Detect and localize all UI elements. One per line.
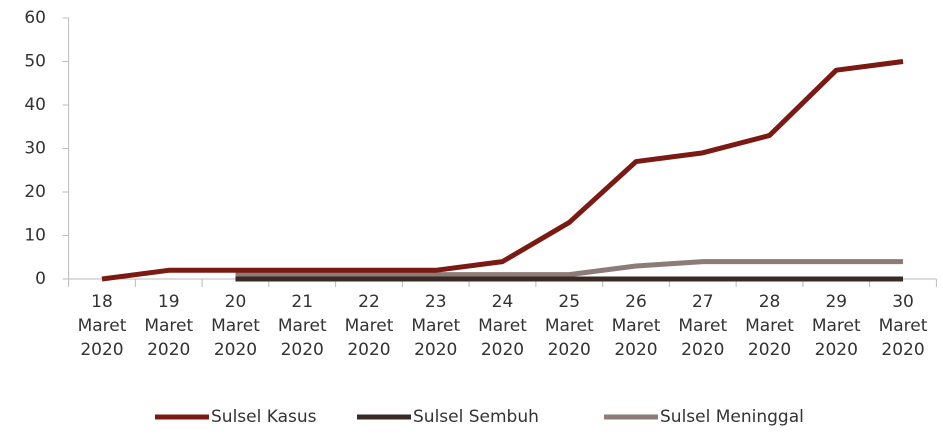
x-tick-label-line: Maret bbox=[345, 316, 394, 336]
x-tick-label-line: 20 bbox=[225, 292, 247, 312]
x-tick-label: 19 Maret 2020 bbox=[144, 292, 193, 360]
x-tick-label-line: Maret bbox=[745, 316, 794, 336]
x-tick-label-line: Maret bbox=[211, 316, 260, 336]
x-tick-label-line: Maret bbox=[545, 316, 594, 336]
x-tick-label-line: 2020 bbox=[748, 340, 791, 360]
x-tick-label: 27 Maret 2020 bbox=[678, 292, 727, 360]
x-tick-label-line: Maret bbox=[478, 316, 527, 336]
x-tick-label-line: 2020 bbox=[614, 340, 657, 360]
x-tick-label: 28 Maret 2020 bbox=[745, 292, 794, 360]
y-tick-label: 30 bbox=[24, 139, 46, 159]
x-tick-label-line: 27 bbox=[692, 292, 714, 312]
x-tick-label-line: 2020 bbox=[548, 340, 591, 360]
x-tick-label-line: 2020 bbox=[815, 340, 858, 360]
x-tick-label-line: 19 bbox=[158, 292, 180, 312]
x-tick-label-line: 24 bbox=[492, 292, 514, 312]
y-tick-label: 40 bbox=[24, 95, 46, 115]
x-tick-label-line: 2020 bbox=[281, 340, 324, 360]
x-tick-label: 23 Maret 2020 bbox=[411, 292, 460, 360]
x-tick-label-line: Maret bbox=[144, 316, 193, 336]
legend-label: Sulsel Kasus bbox=[211, 407, 317, 427]
x-tick-label-line: 28 bbox=[759, 292, 781, 312]
y-tick-label: 10 bbox=[24, 226, 46, 246]
x-tick-label-line: 2020 bbox=[214, 340, 257, 360]
x-tick-label: 20 Maret 2020 bbox=[211, 292, 260, 360]
legend-label: Sulsel Meninggal bbox=[660, 407, 804, 427]
x-tick-label: 24 Maret 2020 bbox=[478, 292, 527, 360]
x-tick-label: 22 Maret 2020 bbox=[345, 292, 394, 360]
x-tick-label-line: 21 bbox=[291, 292, 313, 312]
x-tick-label-line: 2020 bbox=[881, 340, 924, 360]
y-tick-label: 0 bbox=[35, 269, 46, 289]
x-tick-label-line: 2020 bbox=[347, 340, 390, 360]
legend-label: Sulsel Sembuh bbox=[413, 407, 539, 427]
x-tick-label-line: 29 bbox=[825, 292, 847, 312]
x-tick-label-line: 2020 bbox=[147, 340, 190, 360]
y-tick-label: 50 bbox=[24, 52, 46, 72]
x-tick-label-line: 25 bbox=[558, 292, 580, 312]
x-tick-label-line: 30 bbox=[892, 292, 914, 312]
x-tick-label-line: 23 bbox=[425, 292, 447, 312]
y-tick-label: 20 bbox=[24, 182, 46, 202]
x-tick-label: 29 Maret 2020 bbox=[812, 292, 861, 360]
series-line bbox=[235, 259, 904, 278]
x-tick-label-line: 22 bbox=[358, 292, 380, 312]
x-tick-label-line: 2020 bbox=[481, 340, 524, 360]
x-tick-label-line: Maret bbox=[879, 316, 928, 336]
x-tick-label: 26 Maret 2020 bbox=[612, 292, 661, 360]
series-line bbox=[101, 59, 904, 282]
x-tick-label-line: 2020 bbox=[681, 340, 724, 360]
x-tick-label: 18 Maret 2020 bbox=[78, 292, 127, 360]
x-tick-label: 30 Maret 2020 bbox=[879, 292, 928, 360]
x-tick-label-line: Maret bbox=[278, 316, 327, 336]
y-tick-label: 60 bbox=[24, 8, 46, 28]
x-tick-label: 21 Maret 2020 bbox=[278, 292, 327, 360]
x-tick-label-line: Maret bbox=[812, 316, 861, 336]
x-tick-label-line: Maret bbox=[78, 316, 127, 336]
x-tick-label: 25 Maret 2020 bbox=[545, 292, 594, 360]
x-tick-label-line: 26 bbox=[625, 292, 647, 312]
x-tick-label-line: Maret bbox=[411, 316, 460, 336]
x-tick-label-line: 18 bbox=[91, 292, 113, 312]
x-tick-label-line: 2020 bbox=[80, 340, 123, 360]
x-tick-label-line: Maret bbox=[678, 316, 727, 336]
x-tick-label-line: Maret bbox=[612, 316, 661, 336]
x-tick-label-line: 2020 bbox=[414, 340, 457, 360]
